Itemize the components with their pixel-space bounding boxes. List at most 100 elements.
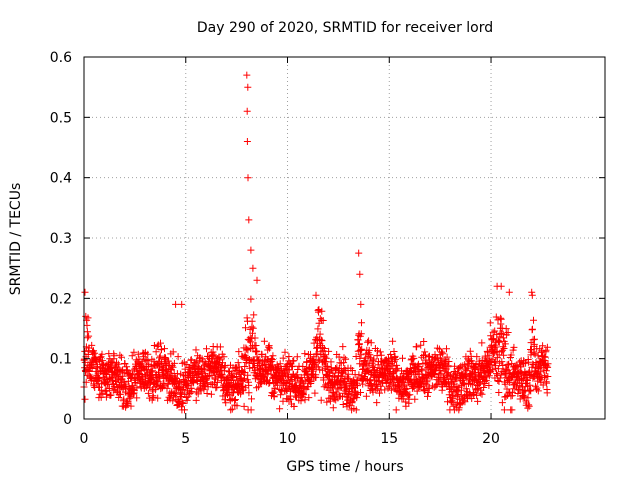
data-point	[543, 379, 551, 387]
data-point	[538, 347, 546, 355]
data-point	[312, 291, 320, 299]
data-point	[421, 348, 429, 356]
data-point	[474, 397, 482, 405]
data-point	[244, 174, 252, 182]
data-point	[335, 353, 343, 361]
data-point	[413, 343, 421, 351]
data-point	[133, 394, 141, 402]
data-point	[456, 364, 464, 371]
data-point	[541, 372, 549, 380]
data-point	[408, 355, 416, 363]
data-point	[217, 364, 225, 372]
data-point	[384, 384, 392, 392]
data-point	[290, 403, 298, 410]
data-point	[413, 387, 421, 395]
data-point	[345, 375, 353, 383]
data-point	[187, 384, 195, 392]
data-point	[370, 355, 378, 363]
data-point	[252, 347, 260, 355]
data-point	[501, 340, 509, 348]
data-point	[504, 329, 512, 336]
data-point	[443, 345, 450, 353]
data-point	[542, 346, 550, 354]
data-point	[500, 345, 508, 352]
data-point	[500, 406, 508, 414]
data-point	[181, 406, 188, 414]
data-point	[519, 375, 527, 383]
data-point	[300, 384, 308, 392]
data-point	[485, 352, 493, 360]
data-point	[309, 367, 317, 375]
data-point	[497, 282, 505, 290]
data-point	[392, 406, 400, 414]
data-point	[486, 319, 494, 327]
data-point	[513, 362, 521, 370]
x-tick-label: 20	[482, 431, 500, 447]
data-point	[461, 361, 469, 369]
data-point	[499, 362, 507, 369]
data-point	[251, 334, 259, 342]
data-point	[192, 359, 200, 367]
data-point	[410, 364, 418, 371]
data-point	[290, 357, 298, 365]
data-point	[276, 360, 284, 368]
data-point	[533, 384, 541, 392]
data-point	[285, 353, 293, 360]
data-point	[526, 386, 534, 394]
data-point	[484, 348, 492, 356]
data-point	[524, 394, 532, 402]
data-point	[187, 356, 195, 364]
data-point	[270, 393, 278, 401]
data-point	[245, 389, 253, 397]
data-point	[243, 345, 251, 353]
data-point	[502, 325, 510, 333]
x-tick-label: 10	[279, 431, 297, 447]
y-axis-label: SRMTID / TECUs	[8, 183, 24, 296]
data-point	[373, 399, 381, 407]
data-point	[355, 249, 363, 257]
data-point	[485, 372, 493, 380]
data-point	[105, 385, 113, 392]
data-point	[243, 71, 251, 79]
data-point	[240, 402, 248, 410]
data-point	[247, 338, 254, 346]
data-point	[440, 359, 448, 367]
data-point	[445, 358, 453, 365]
data-point	[498, 399, 506, 407]
data-point	[329, 404, 337, 412]
data-point	[444, 362, 452, 370]
data-point	[169, 348, 177, 356]
data-point	[293, 353, 301, 361]
data-point	[144, 350, 152, 358]
data-point	[317, 396, 325, 404]
data-point	[508, 406, 516, 414]
data-point	[539, 342, 547, 350]
data-point	[114, 360, 122, 368]
data-point	[250, 311, 258, 319]
data-point	[357, 330, 365, 338]
data-point	[123, 366, 131, 374]
data-point	[438, 348, 446, 356]
data-point	[277, 391, 285, 399]
data-point	[392, 355, 400, 363]
data-point	[218, 370, 226, 378]
data-point	[297, 397, 305, 405]
data-point	[478, 390, 486, 398]
data-point	[356, 340, 363, 348]
data-point	[266, 379, 274, 386]
data-point	[488, 336, 496, 344]
data-point	[249, 324, 257, 332]
data-point	[305, 394, 313, 402]
data-point	[460, 396, 468, 404]
data-point	[268, 357, 276, 365]
data-point	[192, 396, 200, 404]
data-point	[187, 356, 195, 364]
data-point	[244, 371, 252, 379]
x-tick-label: 5	[181, 431, 190, 447]
data-point	[481, 380, 489, 387]
x-tick-label: 15	[380, 431, 398, 447]
data-point	[247, 295, 255, 303]
data-point	[544, 373, 552, 380]
data-point	[541, 353, 549, 361]
data-point	[150, 342, 158, 349]
